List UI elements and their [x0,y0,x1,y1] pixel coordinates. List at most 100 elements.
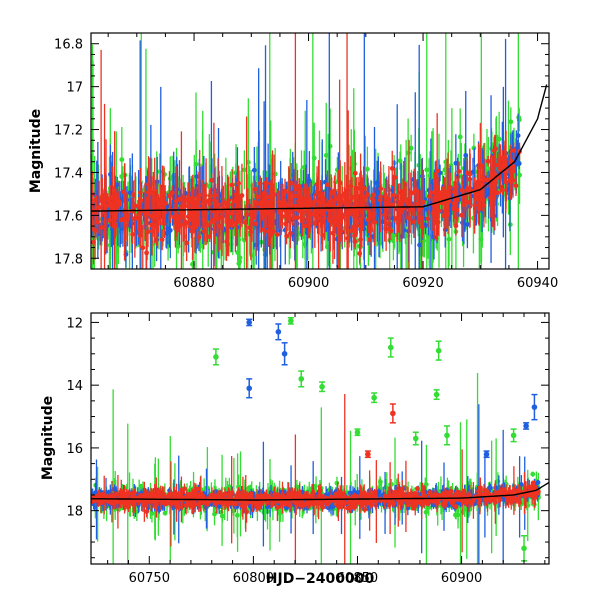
top-data-point [511,148,517,153]
top-data-point [302,223,308,229]
top-data-point [307,221,312,227]
top-data-point [467,199,472,205]
top-data-point [380,219,385,225]
top-data-point [174,216,180,221]
top-data-point [195,219,200,225]
top-data-point [314,189,320,195]
top-data-point [105,196,111,202]
top-data-point [442,167,448,173]
top-data-point [167,193,172,199]
top-data-point [358,217,364,222]
top-data-point [177,196,182,202]
top-data-point [189,199,195,205]
top-data-point [147,190,153,196]
top-data-point [229,211,235,216]
top-data-point [137,233,143,239]
top-data-point [331,220,337,226]
top-data-point [138,198,144,203]
top-data-point [202,192,208,198]
top-data-point [511,168,516,174]
top-data-point [267,202,273,208]
top-data-point [169,190,175,195]
top-data-point [325,182,330,188]
top-data-point [441,213,447,219]
top-data-point [249,212,255,218]
top-data-point [453,184,459,190]
top-data-point [496,157,502,163]
top-data-point [372,219,378,225]
top-data-point [334,196,340,202]
top-data-point [130,231,136,237]
top-data-point [255,194,261,200]
top-data-point [358,237,364,242]
top-data-point [283,213,289,218]
bottom-plot-data [91,316,549,564]
top-data-point [304,202,309,208]
top-data-point [98,198,104,204]
top-data-point [251,167,257,173]
top-panel: 60880 60900 60920 60940 16.8 17 17.2 17.4 17.6 17… [28,32,558,291]
top-data-point [446,199,452,204]
top-data-point [477,163,483,169]
top-data-point [508,119,514,125]
top-data-point [411,219,417,225]
bottom-data-point [530,471,536,477]
top-data-point [323,152,329,158]
top-data-point [419,224,425,230]
top-data-point [371,192,377,198]
top-x-tick-label: 60940 [517,276,558,291]
top-data-point [363,194,369,200]
top-y-axis-label: Magnitude [28,109,44,193]
top-data-point [265,210,271,216]
top-data-point [389,166,395,171]
top-data-point [391,192,397,198]
top-data-point [424,167,430,173]
top-data-point [253,221,259,227]
top-data-point [481,177,487,183]
top-data-point [384,200,390,206]
top-data-point [420,199,426,205]
top-data-point [239,193,245,198]
top-data-point [207,193,213,199]
top-y-tick-label: 17.4 [54,166,83,181]
top-data-point [355,185,361,191]
top-data-point [159,237,165,243]
top-data-point [430,210,436,216]
top-data-point [425,216,431,222]
top-data-point [287,230,293,236]
top-data-point [108,172,113,177]
top-data-point [348,183,354,189]
bottom-data-point [334,480,340,486]
top-data-point [91,239,96,245]
top-data-point [232,198,238,204]
top-data-point [342,199,348,205]
top-data-point [401,227,407,233]
top-data-point [189,225,195,230]
top-data-point [500,187,506,193]
top-data-point [510,178,516,183]
top-data-point [378,194,383,200]
top-data-point [451,206,456,211]
top-data-point [337,180,343,186]
top-data-point [414,201,420,207]
top-data-point [386,196,392,202]
top-data-point [150,190,156,196]
top-data-point [136,212,142,217]
top-data-point [107,200,113,206]
top-data-point [472,203,478,208]
top-data-point [513,183,519,189]
top-data-point [140,245,146,251]
top-data-point [215,202,221,208]
top-data-point [248,229,254,235]
top-data-point [284,233,290,239]
top-data-point [311,155,317,161]
top-y-tick-label: 16.8 [54,38,83,53]
top-data-point [271,192,277,197]
top-data-point [500,163,506,169]
top-x-tick-label: 60880 [173,276,214,291]
top-data-point [465,221,470,227]
top-data-point [236,180,242,186]
bottom-data-point [277,508,282,514]
